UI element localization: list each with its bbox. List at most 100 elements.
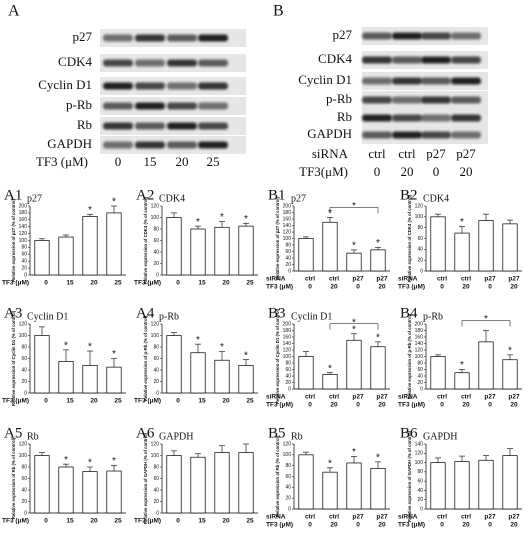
blot-band: [451, 32, 481, 40]
x-tick-label: p27: [376, 276, 388, 283]
blot-band: [135, 82, 165, 90]
y-tick-label: 100: [283, 236, 292, 242]
blot-band: [451, 77, 481, 85]
x-tick-label: 20: [378, 284, 386, 291]
y-tick-label: 120: [283, 347, 292, 353]
y-tick-label: 40: [417, 488, 423, 494]
blot-band: [167, 82, 197, 90]
blot-condition-value: 20: [460, 164, 473, 179]
x-tick-label: 20: [330, 522, 338, 529]
blot-band: [421, 96, 451, 104]
significance-marker: *: [196, 217, 200, 228]
bar: [214, 226, 230, 276]
bar: [82, 216, 98, 276]
panel-label: B4: [400, 305, 418, 321]
blot-band: [103, 141, 133, 149]
y-tick-label: 120: [19, 321, 28, 327]
y-tick-label: 200: [283, 321, 292, 327]
y-tick-label: 100: [19, 238, 28, 244]
bar: [346, 462, 362, 510]
bar: [190, 228, 206, 276]
x-tick-label: 20: [510, 522, 518, 529]
blot-band: [421, 56, 451, 64]
panel-label: A1: [4, 187, 22, 203]
panel-subtitle: Rb: [27, 431, 39, 442]
bar: [106, 212, 122, 276]
bar: [166, 455, 182, 514]
blot-row-label: GAPDH: [47, 136, 92, 151]
y-tick-label: 80: [417, 469, 423, 475]
panel-label: A4: [136, 305, 155, 321]
significance-marker: *: [328, 363, 332, 374]
y-tick-label: 20: [153, 499, 159, 505]
y-tick-label: 40: [153, 249, 159, 255]
blot-condition-value: ctrl: [368, 146, 386, 161]
x-tick-label: ctrl: [329, 276, 339, 283]
panel-subtitle: p-Rb: [423, 311, 443, 322]
x-tick-label: 0: [44, 398, 48, 405]
y-tick-label: 60: [417, 236, 423, 242]
y-tick-label: 40: [21, 259, 27, 265]
blot-band: [392, 32, 422, 40]
category-row-label: siRNA: [398, 276, 418, 283]
blot-row-label: p27: [73, 29, 93, 44]
y-tick-label: 60: [285, 367, 291, 373]
bar: [502, 455, 518, 510]
x-tick-label: ctrl: [461, 394, 471, 401]
y-tick-label: 20: [285, 380, 291, 386]
y-tick-label: 160: [283, 334, 292, 340]
significance-marker: *: [112, 456, 116, 467]
bar: [82, 471, 98, 514]
bar: [106, 470, 122, 514]
y-tick-label: 120: [415, 347, 424, 353]
x-tick-label: p27: [484, 276, 496, 283]
significance-marker: *: [112, 197, 116, 208]
x-tick-label: 20: [330, 284, 338, 291]
y-tick-label: 0: [420, 506, 423, 512]
x-tick-label: 15: [66, 398, 74, 405]
x-tick-label: 20: [378, 522, 386, 529]
blot-band: [421, 114, 451, 122]
category-row-label: siRNA: [266, 394, 286, 401]
y-tick-label: 0: [288, 506, 291, 512]
blot-condition-value: ctrl: [398, 146, 416, 161]
category-row-label: siRNA: [266, 276, 286, 283]
bracket-label: *: [352, 317, 356, 328]
y-tick-label: 120: [19, 231, 28, 237]
bar: [322, 471, 338, 510]
significance-marker: *: [376, 333, 380, 344]
x-tick-label: 20: [462, 284, 470, 291]
panel-label: A2: [136, 187, 154, 203]
blot-row-label: CDK4: [58, 54, 92, 69]
y-tick-label: 60: [21, 252, 27, 258]
significance-marker: *: [376, 238, 380, 249]
y-tick-label: 100: [151, 333, 160, 339]
y-tick-label: 60: [21, 476, 27, 482]
y-tick-label: 80: [153, 464, 159, 470]
y-tick-label: 200: [19, 203, 28, 209]
bar: [58, 361, 74, 394]
x-tick-label: 25: [246, 280, 254, 287]
y-tick-label: 60: [417, 478, 423, 484]
bar: [238, 365, 254, 394]
blot-band: [198, 59, 228, 67]
blot-band: [167, 34, 197, 42]
y-tick-label: 100: [283, 452, 292, 458]
bar: [430, 462, 446, 510]
blot-band: [198, 141, 228, 149]
y-tick-label: 40: [285, 255, 291, 261]
x-tick-label: 0: [488, 402, 492, 409]
y-axis-label: Relative expression of GAPDH (% of contr…: [143, 432, 148, 524]
y-tick-label: 20: [285, 495, 291, 501]
blot-condition-value: p27: [456, 146, 476, 161]
significance-marker: *: [352, 241, 356, 252]
blot-row-label: CDK4: [318, 51, 352, 66]
bar: [298, 238, 314, 272]
category-row-label: siRNA: [398, 514, 418, 521]
x-tick-label: 0: [488, 284, 492, 291]
blot-band: [421, 32, 451, 40]
y-tick-label: 60: [417, 367, 423, 373]
blot-band: [362, 56, 392, 64]
y-tick-label: 80: [153, 226, 159, 232]
bar: [34, 455, 50, 514]
